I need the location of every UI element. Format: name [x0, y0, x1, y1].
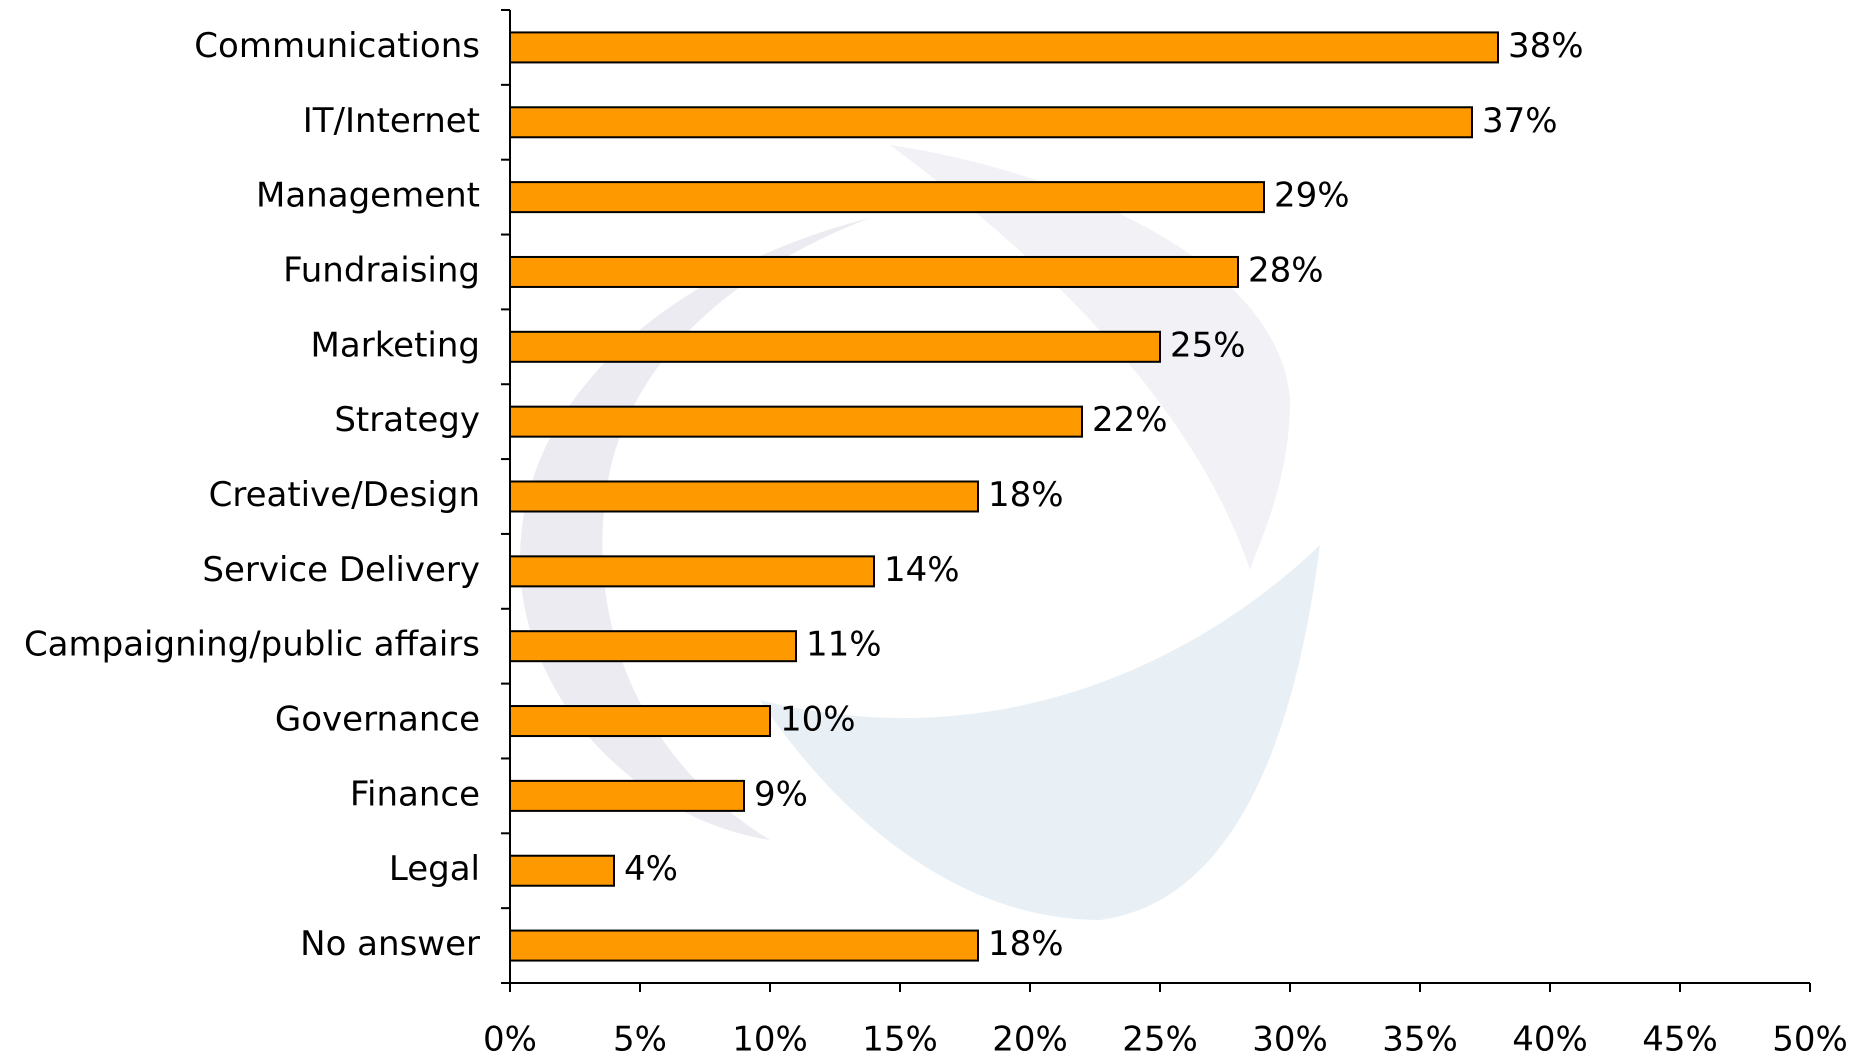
x-tick-label: 45%: [1642, 1020, 1718, 1052]
y-tick-label: Campaigning/public affairs: [24, 625, 480, 665]
value-label: 18%: [988, 475, 1064, 515]
y-tick-label: Communications: [194, 26, 480, 66]
value-label: 14%: [884, 550, 960, 590]
x-tick-label: 35%: [1382, 1020, 1458, 1052]
bar: [509, 555, 875, 588]
x-tick-label: 25%: [1122, 1020, 1198, 1052]
value-label: 9%: [754, 774, 808, 814]
value-label: 18%: [988, 924, 1064, 964]
y-tick-label: Fundraising: [283, 250, 480, 290]
value-label: 22%: [1092, 400, 1168, 440]
value-label: 25%: [1170, 325, 1246, 365]
x-tick-label: 15%: [862, 1020, 938, 1052]
bar: [509, 779, 745, 812]
value-label: 37%: [1482, 101, 1558, 141]
x-tick-label: 40%: [1512, 1020, 1588, 1052]
watermark: [760, 545, 1320, 920]
value-label: 28%: [1248, 250, 1324, 290]
y-tick-label: Strategy: [334, 400, 480, 440]
y-tick-label: Service Delivery: [202, 550, 480, 590]
value-label: 38%: [1508, 26, 1584, 66]
y-tick-label: Governance: [275, 700, 480, 740]
y-tick-label: IT/Internet: [303, 101, 480, 141]
y-tick-label: Management: [256, 176, 480, 216]
watermark: [890, 145, 1290, 570]
x-tick-label: 10%: [732, 1020, 808, 1052]
y-tick-label: Creative/Design: [209, 475, 480, 515]
y-tick-label: No answer: [300, 924, 480, 964]
value-label: 4%: [624, 849, 678, 889]
bar: [509, 181, 1265, 214]
bar: [509, 31, 1499, 64]
y-tick-label: Finance: [350, 774, 480, 814]
bar: [509, 255, 1239, 288]
x-tick-label: 0%: [483, 1020, 537, 1052]
x-tick-label: 50%: [1772, 1020, 1848, 1052]
x-tick-label: 5%: [613, 1020, 667, 1052]
watermark: [520, 218, 870, 840]
value-label: 11%: [806, 625, 882, 665]
bar: [509, 929, 979, 962]
x-tick-label: 30%: [1252, 1020, 1328, 1052]
bar: [509, 705, 771, 738]
x-tick-label: 20%: [992, 1020, 1068, 1052]
bar: [509, 106, 1473, 139]
bar: [509, 405, 1083, 438]
value-label: 10%: [780, 700, 856, 740]
bar: [509, 480, 979, 513]
y-tick-label: Marketing: [311, 325, 480, 365]
bar: [509, 630, 797, 663]
y-tick-label: Legal: [389, 849, 480, 889]
bar: [509, 330, 1161, 363]
value-label: 29%: [1274, 176, 1350, 216]
bar: [509, 854, 615, 887]
